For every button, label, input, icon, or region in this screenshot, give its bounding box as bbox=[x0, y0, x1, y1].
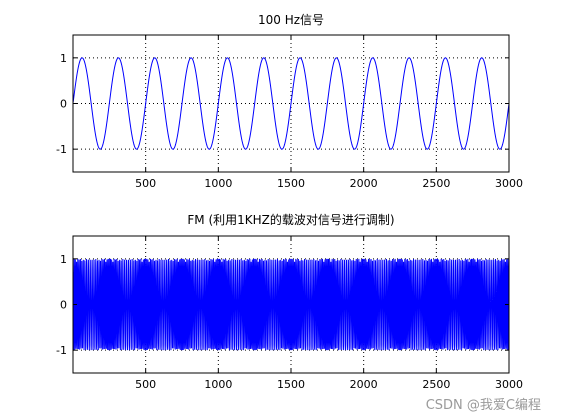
y-tick-label: 0 bbox=[60, 98, 67, 111]
x-tick-label: 2000 bbox=[350, 177, 378, 190]
subplot-100hz-signal: 100 Hz信号 500 1000 1500 2000 2500 3000 -1 0 1 bbox=[56, 13, 523, 190]
x-tick-label: 500 bbox=[135, 177, 156, 190]
x-tick-label: 500 bbox=[135, 378, 156, 391]
x-tick-label: 2500 bbox=[422, 378, 450, 391]
series-line bbox=[72, 258, 510, 351]
x-tick-label: 2500 bbox=[422, 177, 450, 190]
x-tick-label: 1000 bbox=[204, 177, 232, 190]
watermark-text: CSDN @我爱C编程 bbox=[426, 398, 541, 413]
y-tick-label: -1 bbox=[56, 143, 67, 156]
subplot-title: FM (利用1KHZ的载波对信号进行调制) bbox=[187, 212, 394, 227]
x-tick-label: 3000 bbox=[495, 378, 523, 391]
subplot-fm-signal: FM (利用1KHZ的载波对信号进行调制) 500 1000 1500 2000 250… bbox=[56, 212, 523, 391]
y-tick-label: 1 bbox=[60, 253, 67, 266]
x-tick-label: 1500 bbox=[277, 177, 305, 190]
y-tick-label: -1 bbox=[56, 344, 67, 357]
x-tick-label: 1000 bbox=[204, 378, 232, 391]
y-tick-label: 1 bbox=[60, 52, 67, 65]
x-tick-label: 2000 bbox=[350, 378, 378, 391]
x-tick-label: 1500 bbox=[277, 378, 305, 391]
y-tick-label: 0 bbox=[60, 299, 67, 312]
series-line bbox=[72, 57, 510, 150]
x-tick-label: 3000 bbox=[495, 177, 523, 190]
subplot-title: 100 Hz信号 bbox=[258, 13, 324, 27]
